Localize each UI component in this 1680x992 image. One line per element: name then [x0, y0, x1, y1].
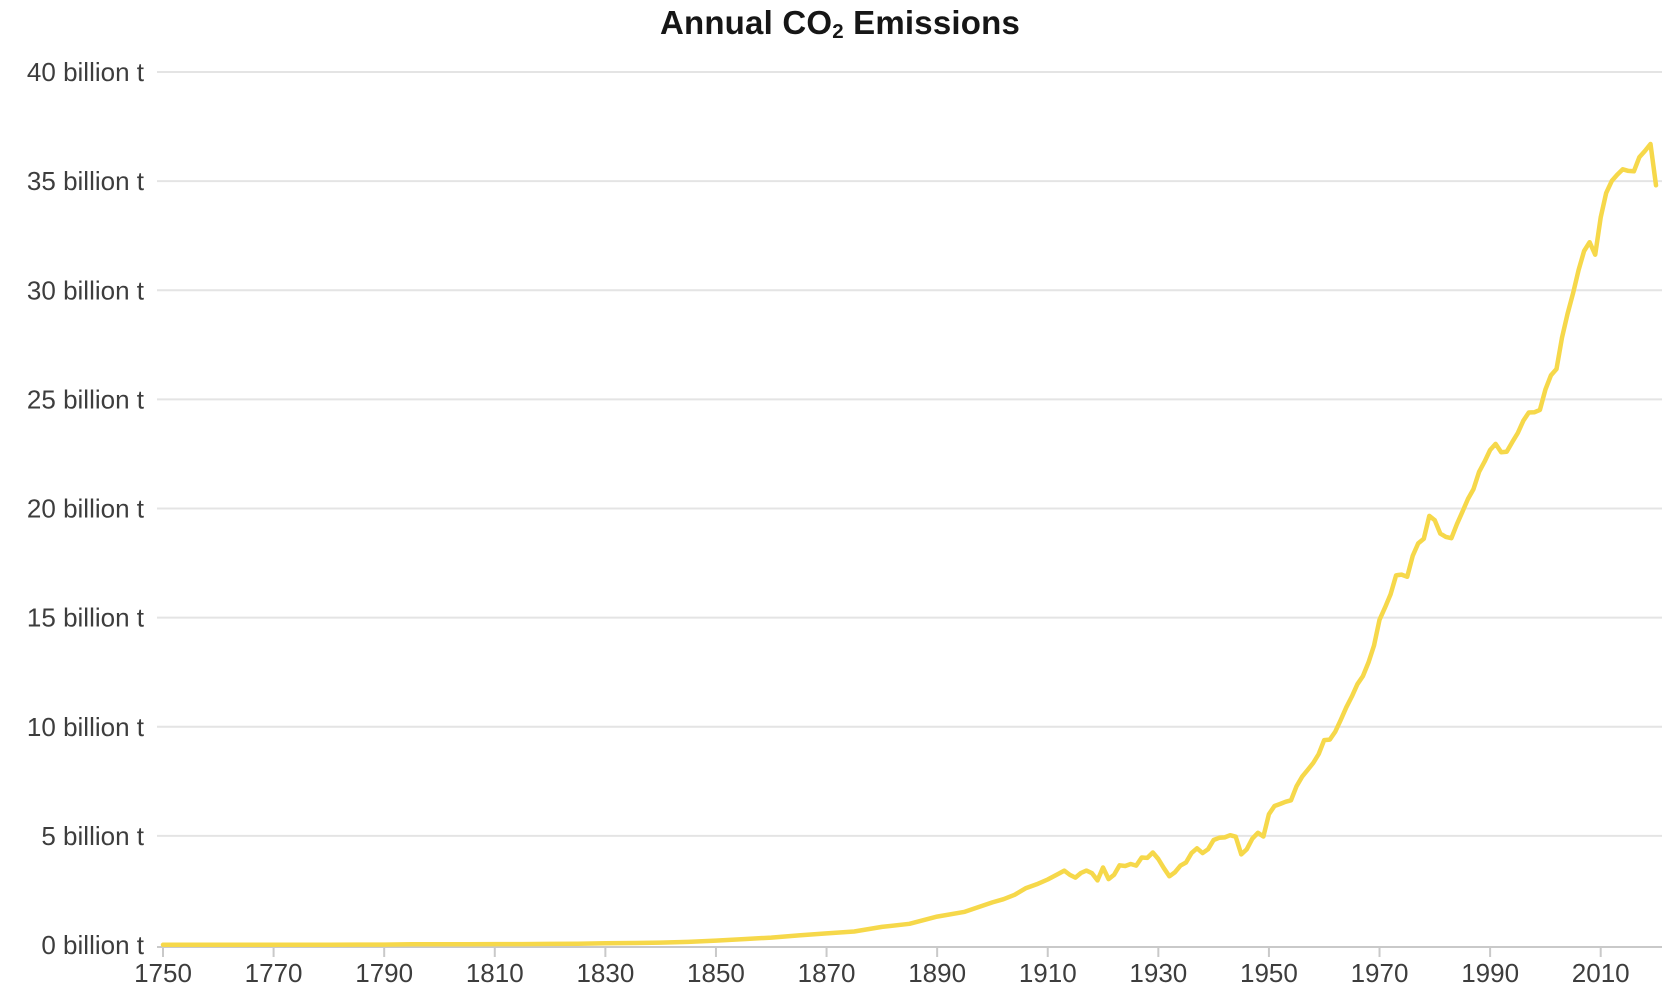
y-axis-label: 35 billion t [27, 166, 145, 196]
x-axis-label: 1970 [1351, 958, 1409, 988]
x-axis-label: 1910 [1019, 958, 1077, 988]
x-axis-label: 1810 [466, 958, 524, 988]
x-axis-label: 1990 [1461, 958, 1519, 988]
y-axis-label: 25 billion t [27, 384, 145, 414]
chart-title-suffix: Emissions [843, 4, 1021, 41]
x-axis-label: 2010 [1572, 958, 1630, 988]
x-axis-label: 1750 [134, 958, 192, 988]
y-axis-label: 30 billion t [27, 275, 145, 305]
x-axis-label: 1870 [798, 958, 856, 988]
x-axis-label: 1770 [245, 958, 303, 988]
x-axis-label: 1790 [355, 958, 413, 988]
y-axis-label: 40 billion t [27, 57, 145, 87]
y-axis-label: 15 billion t [27, 603, 145, 633]
y-axis-label: 5 billion t [41, 821, 144, 851]
x-axis-label: 1950 [1240, 958, 1298, 988]
y-axis-label: 10 billion t [27, 712, 145, 742]
x-axis-label: 1850 [687, 958, 745, 988]
y-axis-label: 0 billion t [41, 930, 144, 960]
emissions-line-series [160, 141, 1659, 948]
chart-title-prefix: Annual CO [659, 4, 833, 41]
x-axis-label: 1830 [576, 958, 634, 988]
chart-title: Annual CO2 Emissions [0, 4, 1680, 43]
chart-title-subscript: 2 [832, 19, 844, 43]
y-axis-label: 20 billion t [27, 494, 145, 524]
x-axis-label: 1930 [1129, 958, 1187, 988]
x-axis-label: 1890 [908, 958, 966, 988]
